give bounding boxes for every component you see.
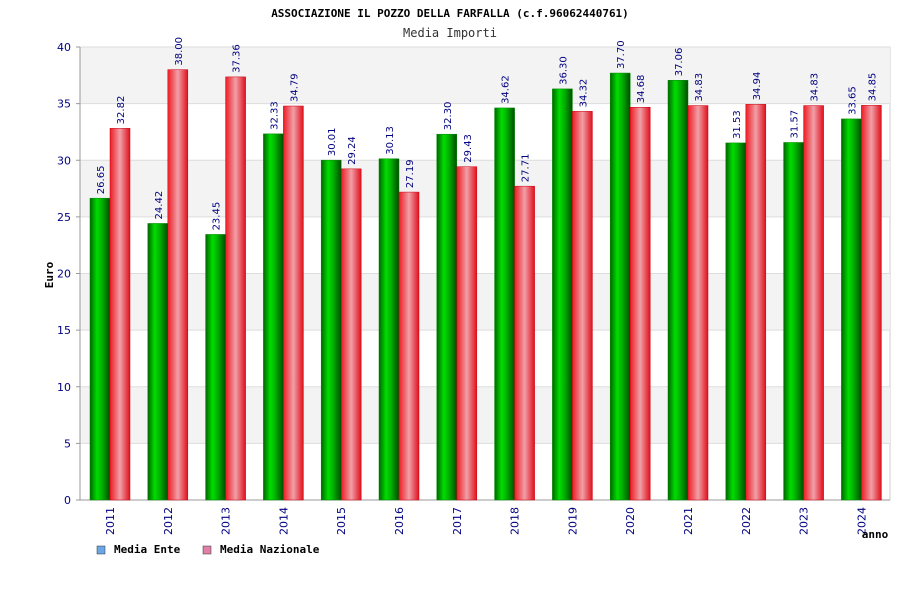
bar-media-nazionale-2024: [861, 105, 882, 501]
bar-media-nazionale-2019: [572, 111, 593, 501]
data-label: 23.45: [212, 202, 223, 231]
grid-band: [80, 160, 890, 217]
bar-media-nazionale-2023: [803, 105, 824, 501]
chart-title: ASSOCIAZIONE IL POZZO DELLA FARFALLA (c.…: [271, 7, 629, 20]
x-tick-label: 2018: [509, 507, 522, 535]
bar-media-nazionale-2012: [167, 69, 189, 501]
grid-band: [80, 47, 890, 104]
legend-swatch-media-ente: [96, 545, 106, 555]
x-tick-label: 2013: [220, 507, 233, 535]
data-label: 34.83: [810, 73, 821, 102]
bar-media-ente-2020: [609, 72, 631, 501]
data-label: 32.82: [116, 96, 127, 125]
x-tick-label: 2023: [798, 507, 811, 535]
x-tick-label: 2019: [566, 507, 579, 535]
data-label: 37.06: [674, 48, 685, 77]
legend-label-media-nazionale: Media Nazionale: [220, 543, 320, 556]
bar-media-ente-2014: [263, 133, 284, 501]
y-tick-label: 15: [57, 324, 71, 337]
bar-media-ente-2018: [494, 107, 515, 501]
bar-media-ente-2016: [378, 158, 400, 501]
y-axis-label: Euro: [43, 261, 56, 288]
y-tick-label: 25: [57, 211, 71, 224]
legend: Media Ente Media Nazionale: [96, 543, 320, 556]
legend-label-media-ente: Media Ente: [114, 543, 181, 556]
x-tick-label: 2012: [162, 507, 175, 535]
bar-media-ente-2015: [320, 159, 342, 501]
data-label: 31.53: [732, 110, 743, 139]
bar-media-ente-2012: [147, 223, 169, 501]
y-tick-label: 20: [57, 268, 71, 281]
bar-media-nazionale-2017: [456, 166, 478, 501]
data-label: 34.94: [752, 72, 763, 101]
chart-subtitle: Media Importi: [403, 26, 497, 40]
bar-media-ente-2011: [89, 197, 111, 501]
data-label: 34.83: [694, 73, 705, 102]
x-tick-label: 2014: [277, 507, 290, 535]
data-label: 29.24: [347, 136, 358, 165]
data-label: 31.57: [790, 110, 801, 139]
x-tick-label: 2015: [335, 507, 348, 535]
data-label: 29.43: [463, 134, 474, 163]
data-label: 34.79: [289, 73, 300, 102]
data-label: 33.65: [847, 86, 858, 115]
bar-media-ente-2017: [436, 133, 458, 501]
data-label: 32.30: [443, 102, 454, 131]
data-label: 34.85: [867, 73, 878, 102]
bar-media-nazionale-2018: [514, 185, 535, 501]
data-label: 37.36: [232, 44, 243, 73]
bars: [89, 69, 882, 501]
y-tick-label: 5: [64, 437, 71, 450]
grid-band: [80, 386, 890, 444]
x-tick-label: 2022: [740, 507, 753, 535]
y-tick-label: 10: [57, 381, 71, 394]
bar-media-ente-2023: [783, 142, 804, 501]
bar-media-ente-2024: [841, 118, 862, 501]
data-label: 37.70: [616, 40, 627, 69]
bar-media-nazionale-2014: [283, 105, 304, 501]
x-tick-label: 2017: [451, 507, 464, 535]
bar-media-ente-2019: [552, 88, 573, 501]
y-tick-label: 30: [57, 154, 71, 167]
bar-media-ente-2022: [725, 142, 747, 501]
data-label: 27.19: [405, 159, 416, 188]
bar-media-nazionale-2013: [225, 76, 246, 501]
bar-media-nazionale-2011: [109, 128, 131, 501]
y-tick-label: 35: [57, 98, 71, 111]
data-label: 36.30: [558, 56, 569, 85]
x-tick-label: 2024: [855, 507, 868, 535]
data-label: 38.00: [174, 37, 185, 66]
grid-band: [80, 273, 890, 331]
data-label: 30.01: [327, 127, 338, 156]
data-label: 30.13: [385, 126, 396, 155]
y-tick-label: 0: [64, 494, 71, 507]
data-label: 26.65: [96, 166, 107, 195]
bar-media-nazionale-2020: [629, 106, 651, 501]
x-tick-label: 2021: [682, 507, 695, 535]
data-labels: 26.65 32.82 24.42 38.00 23.45 37.36 32.33 34.79…: [96, 37, 878, 230]
x-tick-label: 2020: [624, 507, 637, 535]
y-tick-label: 40: [57, 41, 71, 54]
data-label: 32.33: [269, 101, 280, 130]
data-label: 24.42: [154, 191, 165, 220]
bar-media-nazionale-2022: [745, 104, 767, 501]
x-axis-label: anno: [862, 528, 889, 541]
data-label: 34.68: [636, 75, 647, 104]
bar-media-ente-2021: [667, 80, 689, 501]
x-tick-label: 2016: [393, 507, 406, 535]
data-label: 27.71: [521, 154, 532, 183]
data-label: 34.32: [578, 79, 589, 108]
x-axis-ticks: 2011 2012 2013 2014 2015 2016 2017 2018 2019 2020…: [104, 507, 868, 535]
data-label: 34.62: [501, 75, 512, 104]
bar-media-ente-2013: [205, 234, 226, 501]
bar-media-nazionale-2021: [687, 105, 709, 501]
legend-swatch-media-nazionale: [202, 545, 212, 555]
bar-media-nazionale-2016: [398, 191, 420, 501]
x-tick-label: 2011: [104, 507, 117, 535]
bar-media-nazionale-2015: [340, 168, 362, 501]
